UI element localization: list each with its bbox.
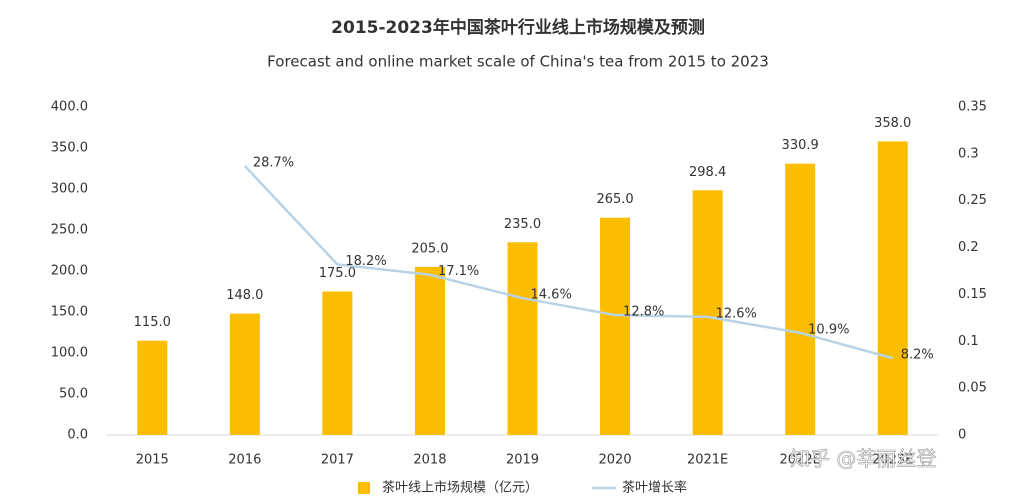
y-tick-label: 50.0 [59,387,88,402]
legend-label: 茶叶增长率 [622,480,687,496]
bar [600,217,631,435]
y-tick-label: 150.0 [51,305,88,320]
line-value-label: 14.6% [531,288,572,303]
y-tick-label: 100.0 [51,346,88,361]
y2-tick-label: 0.15 [958,287,987,302]
x-tick-label: 2015 [136,453,169,468]
line-value-label: 12.8% [623,305,664,320]
x-tick-label: 2021E [687,453,728,468]
x-tick-label: 2018 [413,453,446,468]
y2-tick-label: 0.1 [958,334,979,349]
y-tick-label: 200.0 [51,264,88,279]
chart-subtitle: Forecast and online market scale of Chin… [267,53,769,71]
bar-value-label: 358.0 [874,116,911,131]
line-value-label: 28.7% [253,156,294,171]
line-value-label: 8.2% [901,348,934,363]
y2-tick-label: 0.35 [958,100,987,115]
line [243,165,894,360]
x-tick-label: 2016 [228,453,261,468]
bar [137,340,168,435]
bar [785,163,816,436]
bar-value-label: 115.0 [134,315,171,330]
bar [692,190,723,435]
y-tick-label: 0.0 [67,428,88,443]
y-tick-label: 400.0 [51,100,88,115]
y-tick-label: 300.0 [51,182,88,197]
bar-value-label: 148.0 [226,288,263,303]
line-value-label: 12.6% [716,306,757,321]
bar [414,266,445,435]
y-tick-label: 350.0 [51,141,88,156]
x-tick-label: 2019 [506,453,539,468]
line-value-label: 17.1% [438,264,479,279]
x-tick-label: 2017 [321,453,354,468]
bar-value-label: 175.0 [319,266,356,281]
chart-title: 2015-2023年中国茶叶行业线上市场规模及预测 [331,17,705,38]
x-tick-label: 2023E [872,453,913,468]
y-tick-label: 250.0 [51,223,88,238]
watermark: 知乎 @莘丽丝登 [790,447,936,471]
legend-label: 茶叶线上市场规模（亿元） [382,480,538,496]
y2-tick-label: 0.3 [958,146,979,161]
x-tick-label: 2020 [599,453,632,468]
bar [877,141,908,435]
bar-value-label: 330.9 [782,138,819,153]
y2-tick-label: 0.2 [958,240,979,255]
legend-swatch [358,482,370,494]
bar [229,313,260,435]
y2-tick-label: 0.05 [958,381,987,396]
line-value-label: 10.9% [808,322,849,337]
y2-tick-label: 0 [958,428,966,443]
bar-value-label: 235.0 [504,217,541,232]
bar-value-label: 205.0 [411,241,448,256]
x-tick-label: 2022E [780,453,821,468]
y2-tick-label: 0.25 [958,193,987,208]
bar-value-label: 265.0 [596,192,633,207]
line-value-label: 18.2% [345,254,386,269]
bar [322,291,353,435]
bar-value-label: 298.4 [689,165,726,180]
bar [507,242,538,435]
